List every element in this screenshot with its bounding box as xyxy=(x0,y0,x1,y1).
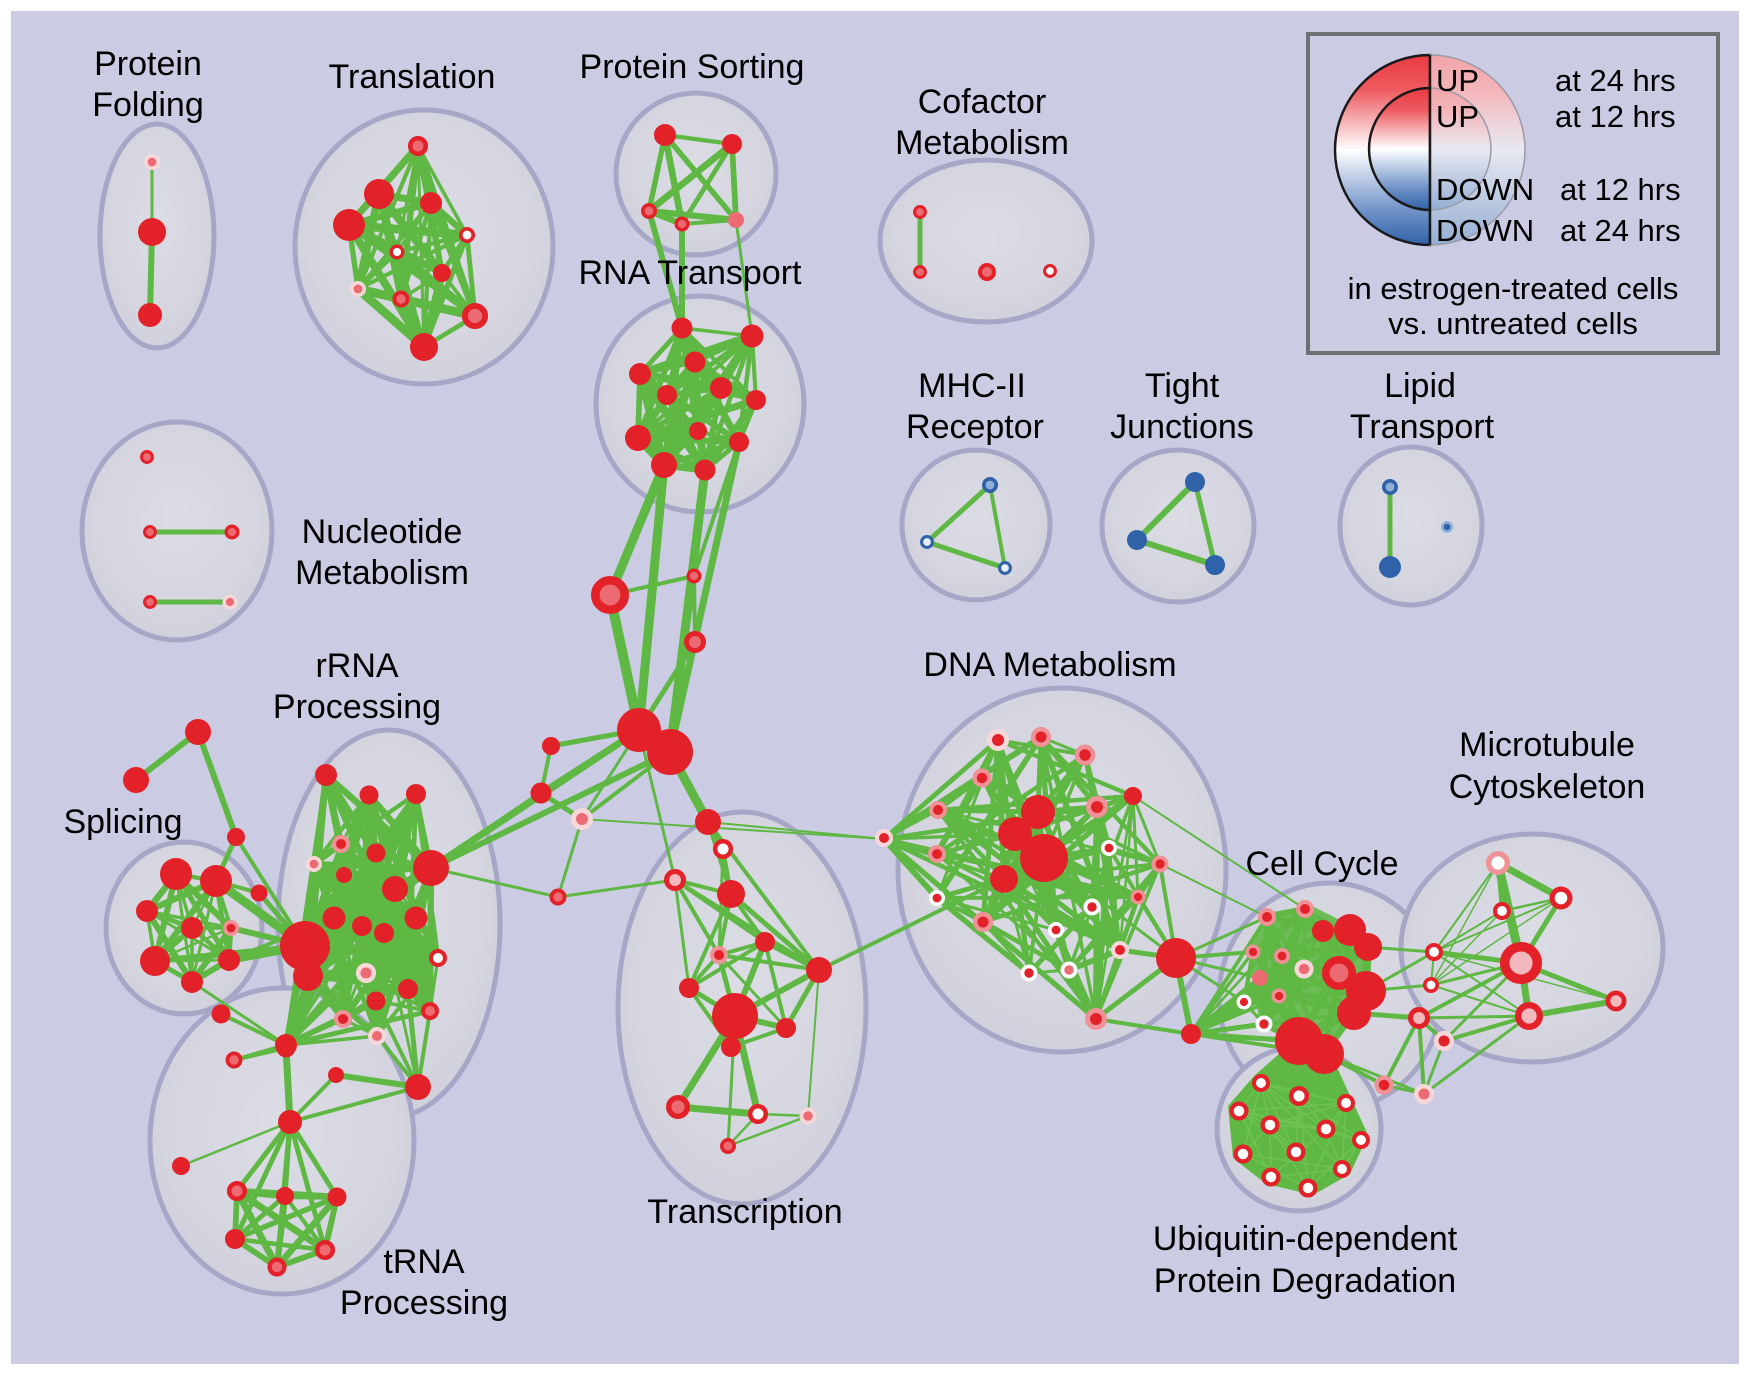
svg-text:Folding: Folding xyxy=(92,86,204,124)
svg-text:Receptor: Receptor xyxy=(906,408,1044,446)
svg-text:at 24 hrs: at 24 hrs xyxy=(1555,63,1676,98)
svg-text:Lipid: Lipid xyxy=(1384,367,1456,405)
svg-text:Cytoskeleton: Cytoskeleton xyxy=(1449,768,1646,806)
svg-text:RNA Transport: RNA Transport xyxy=(579,254,803,292)
svg-text:tRNA: tRNA xyxy=(383,1243,465,1281)
svg-text:Processing: Processing xyxy=(340,1284,508,1322)
svg-text:UP: UP xyxy=(1436,63,1479,98)
svg-text:DOWN: DOWN xyxy=(1436,172,1534,207)
svg-text:Protein: Protein xyxy=(94,45,202,83)
svg-text:Ubiquitin-dependent: Ubiquitin-dependent xyxy=(1153,1220,1458,1258)
svg-text:at 12 hrs: at 12 hrs xyxy=(1560,172,1681,207)
svg-text:in estrogen-treated cells: in estrogen-treated cells xyxy=(1348,271,1679,306)
svg-text:Translation: Translation xyxy=(329,58,496,96)
svg-text:Metabolism: Metabolism xyxy=(895,124,1069,162)
svg-text:DNA Metabolism: DNA Metabolism xyxy=(923,646,1176,684)
svg-text:Tight: Tight xyxy=(1145,367,1220,405)
svg-text:Protein Sorting: Protein Sorting xyxy=(580,48,805,86)
svg-text:MHC-II: MHC-II xyxy=(918,367,1026,405)
svg-text:Cell Cycle: Cell Cycle xyxy=(1245,845,1398,883)
svg-text:Microtubule: Microtubule xyxy=(1459,726,1635,764)
svg-text:Transport: Transport xyxy=(1350,408,1495,446)
svg-text:at 24 hrs: at 24 hrs xyxy=(1560,213,1681,248)
svg-text:Nucleotide: Nucleotide xyxy=(302,513,463,551)
svg-text:at 12 hrs: at 12 hrs xyxy=(1555,99,1676,134)
svg-text:Metabolism: Metabolism xyxy=(295,554,469,592)
svg-text:DOWN: DOWN xyxy=(1436,213,1534,248)
svg-text:UP: UP xyxy=(1436,99,1479,134)
svg-text:Cofactor: Cofactor xyxy=(918,83,1047,121)
svg-text:Processing: Processing xyxy=(273,688,441,726)
svg-text:Splicing: Splicing xyxy=(63,803,182,841)
svg-text:Protein Degradation: Protein Degradation xyxy=(1154,1262,1456,1300)
svg-text:Junctions: Junctions xyxy=(1110,408,1254,446)
svg-text:vs. untreated cells: vs. untreated cells xyxy=(1388,306,1638,341)
svg-text:rRNA: rRNA xyxy=(315,647,398,685)
svg-text:Transcription: Transcription xyxy=(647,1193,842,1231)
